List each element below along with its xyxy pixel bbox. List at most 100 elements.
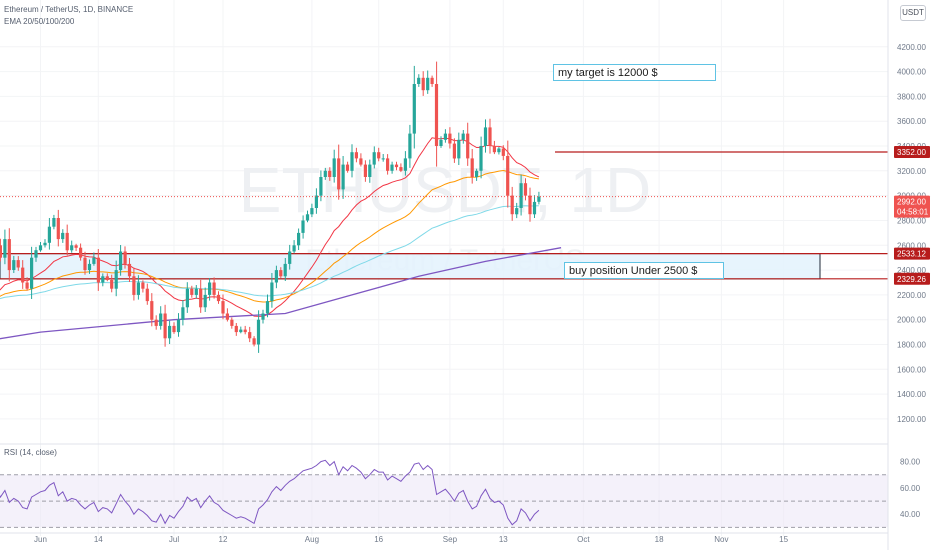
price-tick-label: 3800.00 xyxy=(897,92,926,101)
candle-body xyxy=(190,288,194,295)
candle-body xyxy=(412,84,416,134)
candle-body xyxy=(381,158,385,160)
candle-body xyxy=(297,232,301,246)
candle-body xyxy=(345,164,350,171)
time-tick-label: 16 xyxy=(374,535,383,544)
price-tick-label: 3600.00 xyxy=(897,117,926,126)
candle-body xyxy=(199,288,203,308)
candle-body xyxy=(394,164,399,168)
candle-body xyxy=(470,158,474,177)
candle-body xyxy=(337,158,341,190)
candle-body xyxy=(332,158,336,177)
rsi-tick-label: 80.00 xyxy=(900,458,921,467)
candle-body xyxy=(506,156,510,196)
price-tick-label: 1600.00 xyxy=(897,365,926,374)
candle-body xyxy=(119,251,123,271)
candle-body xyxy=(448,133,452,144)
price-tick-label: 1200.00 xyxy=(897,415,926,424)
candle-body xyxy=(7,239,11,271)
candle-body xyxy=(25,282,29,289)
price-tags: 3352.00 2992.00 04:58:01 2533.12 2329.26 xyxy=(894,146,930,285)
resistance-price-tag xyxy=(894,146,930,158)
candle-body xyxy=(439,139,443,146)
candle-body xyxy=(403,158,407,171)
resistance-price-text: 3352.00 xyxy=(897,148,926,157)
candle-body xyxy=(457,139,461,159)
candle-body xyxy=(292,245,296,252)
candle-body xyxy=(532,201,537,215)
candle-body xyxy=(256,319,261,345)
candle-body xyxy=(483,127,488,146)
current-price-tag xyxy=(894,195,930,218)
candle-body xyxy=(288,251,292,264)
price-tick-label: 2800.00 xyxy=(897,217,926,226)
candle-body xyxy=(417,77,421,84)
target-note[interactable]: my target is 12000 $ xyxy=(553,64,716,81)
candle-body xyxy=(479,146,483,171)
candle-body xyxy=(314,195,318,208)
price-tick-label: 2200.00 xyxy=(897,291,926,300)
candle-body xyxy=(74,245,78,248)
buy-position-note[interactable]: buy position Under 2500 $ xyxy=(564,262,724,279)
candle-body xyxy=(234,325,238,333)
zone-bottom-price-text: 2329.26 xyxy=(897,275,926,284)
candle-body xyxy=(492,146,496,153)
candle-body xyxy=(159,313,163,326)
candle-body xyxy=(38,245,43,251)
rsi-axis: 40.00 60.00 80.00 xyxy=(900,458,921,520)
candle-body xyxy=(328,170,332,177)
candle-body xyxy=(145,288,149,302)
candle-body xyxy=(34,250,38,258)
candle-body xyxy=(96,257,100,283)
candle-body xyxy=(443,133,447,140)
time-axis[interactable]: Jun 14 Jul 12 Aug 16 Sep 13 Oct 18 Nov 15 xyxy=(0,532,888,544)
candle-body xyxy=(390,164,394,171)
currency-button[interactable]: USDT xyxy=(900,5,926,21)
candle-body xyxy=(279,270,283,277)
candle-body xyxy=(265,301,270,314)
time-tick-label: 12 xyxy=(219,535,228,544)
candle-body xyxy=(21,267,25,283)
candle-body xyxy=(16,260,20,268)
ema-indicator-label[interactable]: EMA 20/50/100/200 xyxy=(4,17,75,26)
candle-body xyxy=(341,164,345,190)
candle-body xyxy=(87,263,92,271)
candle-body xyxy=(216,294,221,302)
time-tick-label: Aug xyxy=(305,535,319,544)
candle-body xyxy=(426,77,430,91)
candle-body xyxy=(141,282,145,289)
watermark-ticker: ETHUSDT, 1D xyxy=(239,154,652,226)
price-tick-label: 1400.00 xyxy=(897,390,926,399)
zone-bottom-price-tag xyxy=(894,272,930,285)
candle-body xyxy=(163,313,167,339)
candle-body xyxy=(230,319,234,326)
candle-body xyxy=(466,133,470,159)
candle-body xyxy=(252,338,256,345)
symbol-title[interactable]: Ethereum / TetherUS, 1D, BINANCE xyxy=(4,5,134,14)
candle-body xyxy=(354,152,358,159)
candle-body xyxy=(350,152,354,171)
candle-body xyxy=(323,170,327,177)
rsi-pane xyxy=(0,459,888,528)
rsi-tick-label: 60.00 xyxy=(900,484,921,493)
rsi-line xyxy=(0,459,540,526)
price-tick-label: 1800.00 xyxy=(897,341,926,350)
candle-body xyxy=(461,133,465,140)
candle-body xyxy=(185,288,189,308)
zone-top-price-text: 2533.12 xyxy=(897,250,926,259)
rsi-indicator-label[interactable]: RSI (14, close) xyxy=(4,448,57,457)
candle-body xyxy=(368,164,372,177)
candle-body xyxy=(359,158,363,165)
candle-body xyxy=(181,307,185,320)
price-tick-label: 4000.00 xyxy=(897,68,926,77)
candle-body xyxy=(132,276,136,295)
candle-body xyxy=(154,319,158,326)
price-tick-label: 3200.00 xyxy=(897,167,926,176)
candle-body xyxy=(377,152,381,159)
candle-body xyxy=(248,332,252,339)
price-tick-label: 2000.00 xyxy=(897,316,926,325)
candle-body xyxy=(127,263,132,277)
candle-body xyxy=(208,282,212,295)
candle-body xyxy=(101,276,105,283)
